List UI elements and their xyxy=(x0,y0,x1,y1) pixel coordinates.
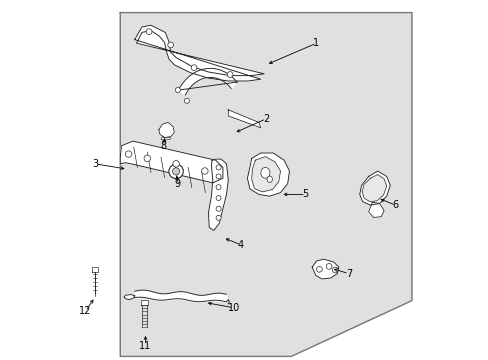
Text: 5: 5 xyxy=(302,189,308,199)
Text: 10: 10 xyxy=(227,303,239,313)
Text: 11: 11 xyxy=(139,341,151,351)
Polygon shape xyxy=(178,68,237,95)
Circle shape xyxy=(175,87,180,93)
Circle shape xyxy=(216,206,221,211)
Polygon shape xyxy=(228,110,260,128)
Text: 6: 6 xyxy=(392,200,398,210)
Polygon shape xyxy=(368,202,384,217)
Ellipse shape xyxy=(266,176,272,183)
Circle shape xyxy=(168,164,183,179)
Text: 3: 3 xyxy=(92,159,98,169)
Polygon shape xyxy=(159,122,174,138)
Circle shape xyxy=(325,264,331,269)
Circle shape xyxy=(216,195,221,201)
Circle shape xyxy=(144,155,150,162)
Polygon shape xyxy=(311,259,338,279)
Text: 12: 12 xyxy=(79,306,91,316)
Circle shape xyxy=(216,165,221,170)
Text: 9: 9 xyxy=(175,179,181,189)
Polygon shape xyxy=(208,159,228,230)
Circle shape xyxy=(332,267,337,273)
Circle shape xyxy=(172,161,179,167)
Polygon shape xyxy=(120,13,411,356)
Circle shape xyxy=(227,72,232,77)
Text: 2: 2 xyxy=(263,114,269,124)
Circle shape xyxy=(316,266,322,272)
Circle shape xyxy=(125,151,132,157)
Polygon shape xyxy=(247,153,289,196)
Circle shape xyxy=(201,168,208,174)
Polygon shape xyxy=(120,141,223,183)
Circle shape xyxy=(191,65,197,71)
Polygon shape xyxy=(161,137,170,140)
Circle shape xyxy=(146,29,152,35)
Polygon shape xyxy=(362,175,386,202)
Text: 7: 7 xyxy=(345,269,351,279)
Circle shape xyxy=(167,42,173,48)
Text: 1: 1 xyxy=(313,38,319,48)
Circle shape xyxy=(216,215,221,220)
Text: 4: 4 xyxy=(237,240,244,250)
Polygon shape xyxy=(134,25,264,81)
Polygon shape xyxy=(359,171,389,205)
Polygon shape xyxy=(92,267,98,272)
Polygon shape xyxy=(141,300,148,305)
Circle shape xyxy=(216,174,221,179)
Circle shape xyxy=(216,185,221,190)
Ellipse shape xyxy=(260,167,269,178)
Circle shape xyxy=(184,98,189,103)
Polygon shape xyxy=(123,294,134,300)
Circle shape xyxy=(172,168,179,175)
Text: 8: 8 xyxy=(160,141,166,151)
Polygon shape xyxy=(251,157,280,192)
